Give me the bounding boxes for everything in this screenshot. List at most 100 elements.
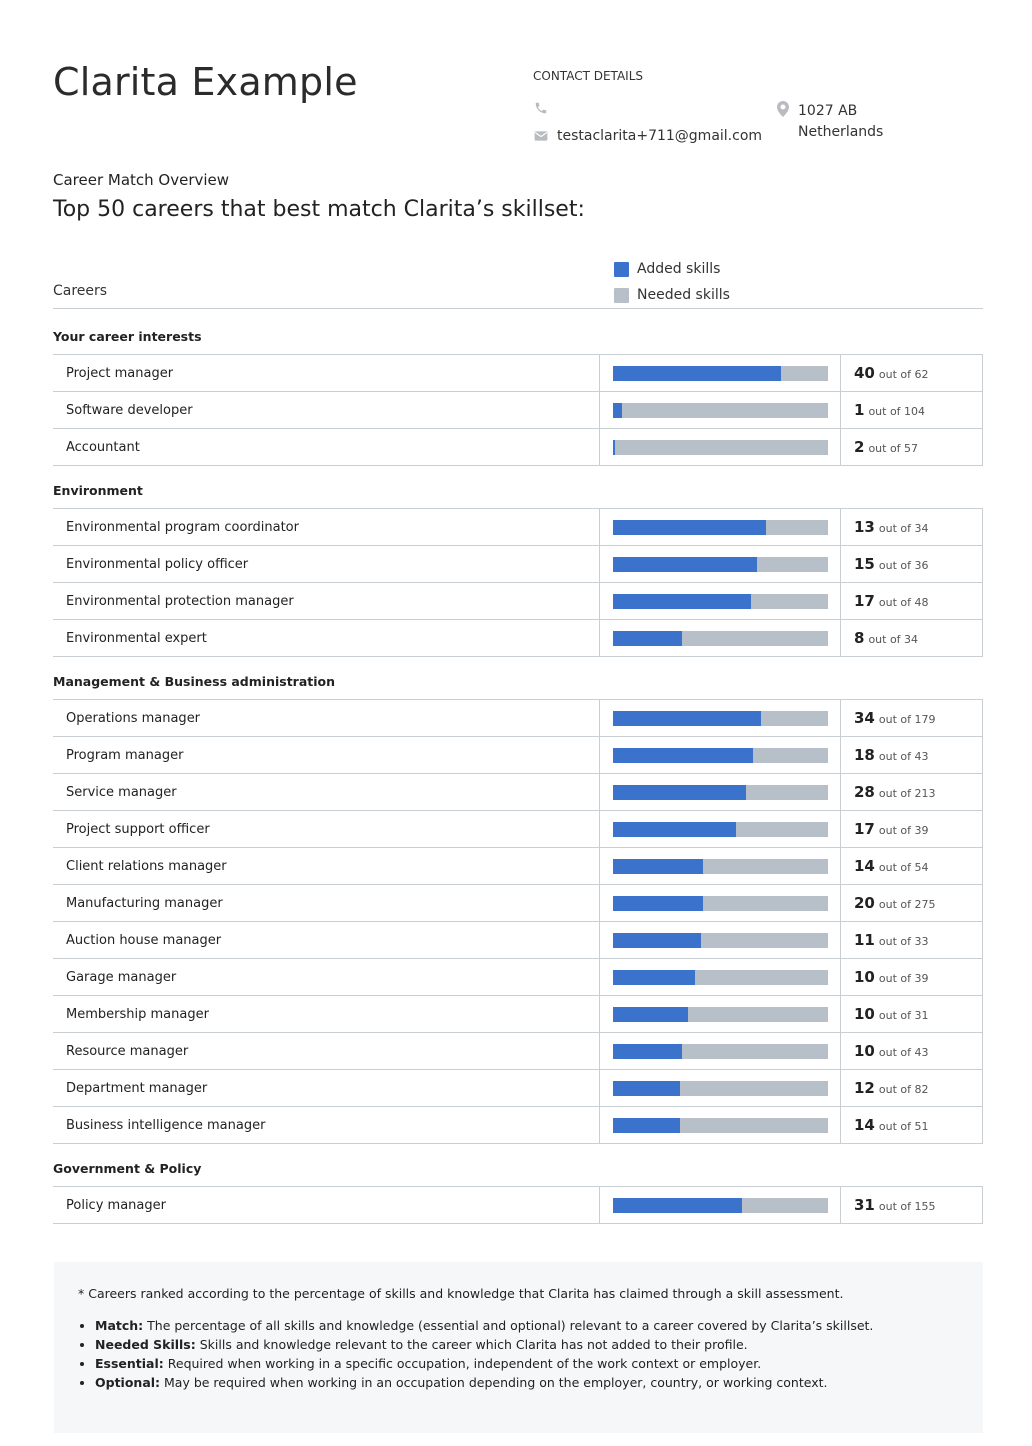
score-cell: 1 out of 104	[841, 392, 983, 428]
note-item: Needed Skills: Skills and knowledge rele…	[95, 1335, 959, 1354]
out-of-total: out of 275	[878, 898, 936, 911]
career-row: Environmental protection manager 17 out of…	[53, 583, 983, 620]
match-bar-fill	[613, 439, 616, 455]
out-of-total: out of 155	[878, 1200, 936, 1213]
out-of-total: out of 57	[868, 442, 919, 455]
career-name: Auction house manager	[66, 932, 222, 948]
career-row: Department manager 12 out of 82	[53, 1070, 983, 1107]
out-of-total: out of 104	[868, 405, 926, 418]
score-cell: 15 out of 36	[841, 546, 983, 582]
note-text: Required when working in a specific occu…	[163, 1356, 762, 1371]
match-bar-fill	[613, 895, 704, 911]
career-row: Business intelligence manager 14 out of 51	[53, 1107, 983, 1144]
match-bar	[613, 1117, 828, 1133]
out-of-total: out of 43	[878, 1046, 929, 1059]
career-row: Accountant 2 out of 57	[53, 429, 983, 466]
score-cell: 10 out of 43	[841, 1033, 983, 1069]
match-bar	[613, 821, 828, 837]
out-of-total: out of 33	[878, 935, 929, 948]
career-name: Environmental protection manager	[66, 593, 294, 609]
match-bar-fill	[613, 630, 682, 646]
legend-swatch-needed	[614, 287, 629, 303]
overview-subtitle: Career Match Overview	[53, 171, 230, 189]
match-bar-cell	[599, 392, 841, 428]
notes-box: * Careers ranked according to the percen…	[54, 1262, 983, 1433]
added-count: 31	[854, 1196, 875, 1214]
match-bar-fill	[613, 969, 695, 985]
added-count: 10	[854, 968, 875, 986]
career-name: Program manager	[66, 747, 184, 763]
out-of-total: out of 62	[878, 368, 929, 381]
match-bar-cell	[599, 848, 841, 884]
career-row: Auction house manager 11 out of 33	[53, 922, 983, 959]
match-bar-fill	[613, 784, 747, 800]
legend-label-added: Added skills	[637, 261, 721, 277]
out-of-total: out of 34	[868, 633, 919, 646]
added-count: 14	[854, 1116, 875, 1134]
match-bar-cell	[599, 620, 841, 656]
score-cell: 10 out of 31	[841, 996, 983, 1032]
match-bar-fill	[613, 556, 758, 572]
score-cell: 11 out of 33	[841, 922, 983, 958]
added-count: 18	[854, 746, 875, 764]
added-count: 17	[854, 820, 875, 838]
match-bar	[613, 439, 828, 455]
match-bar	[613, 630, 828, 646]
match-bar-cell	[599, 700, 841, 736]
candidate-name: Clarita Example	[53, 60, 358, 104]
career-row: Environmental program coordinator 13 out o…	[53, 509, 983, 546]
match-bar	[613, 932, 828, 948]
out-of-total: out of 43	[878, 750, 929, 763]
match-bar-cell	[599, 509, 841, 545]
career-row: Garage manager 10 out of 39	[53, 959, 983, 996]
career-name: Department manager	[66, 1080, 208, 1096]
career-row: Software developer 1 out of 104	[53, 392, 983, 429]
legend-item-needed: Needed skills	[614, 282, 730, 308]
career-row: Manufacturing manager 20 out of 275	[53, 885, 983, 922]
legend-swatch-added	[614, 261, 629, 277]
career-row: Environmental expert 8 out of 34	[53, 620, 983, 657]
career-name: Environmental program coordinator	[66, 519, 299, 535]
address-block: 1027 AB Netherlands	[777, 101, 883, 143]
career-row: Service manager 28 out of 213	[53, 774, 983, 811]
note-term: Match:	[95, 1318, 144, 1333]
added-count: 20	[854, 894, 875, 912]
out-of-total: out of 82	[878, 1083, 929, 1096]
match-bar-cell	[599, 885, 841, 921]
contact-details-title: CONTACT DETAILS	[533, 69, 643, 83]
career-name: Policy manager	[66, 1197, 166, 1213]
score-cell: 14 out of 51	[841, 1107, 983, 1143]
career-name: Accountant	[66, 439, 140, 455]
location-pin-icon	[777, 101, 791, 143]
overview-headline: Top 50 careers that best match Clarita’s…	[53, 197, 585, 222]
career-name: Environmental policy officer	[66, 556, 249, 572]
score-cell: 8 out of 34	[841, 620, 983, 656]
score-cell: 13 out of 34	[841, 509, 983, 545]
out-of-total: out of 179	[878, 713, 936, 726]
match-bar-fill	[613, 402, 622, 418]
match-bar-cell	[599, 774, 841, 810]
legend-label-needed: Needed skills	[637, 287, 730, 303]
career-row: Membership manager 10 out of 31	[53, 996, 983, 1033]
score-cell: 31 out of 155	[841, 1187, 983, 1223]
note-text: The percentage of all skills and knowled…	[143, 1318, 874, 1333]
match-bar-fill	[613, 821, 736, 837]
match-bar-fill	[613, 593, 751, 609]
score-cell: 10 out of 39	[841, 959, 983, 995]
career-name: Client relations manager	[66, 858, 227, 874]
out-of-total: out of 51	[878, 1120, 929, 1133]
notes-list: Match: The percentage of all skills and …	[78, 1316, 959, 1392]
legend: Added skills Needed skills	[614, 256, 730, 308]
added-count: 28	[854, 783, 875, 801]
career-name: Service manager	[66, 784, 177, 800]
match-bar-cell	[599, 1187, 841, 1223]
mail-icon	[533, 128, 549, 144]
note-item: Essential: Required when working in a sp…	[95, 1354, 959, 1373]
career-table: Operations manager 34 out of 179 Program ma…	[53, 699, 983, 1144]
note-item: Optional: May be required when working i…	[95, 1373, 959, 1392]
added-count: 40	[854, 364, 875, 382]
match-bar	[613, 747, 828, 763]
match-bar-fill	[613, 1006, 689, 1022]
match-bar	[613, 895, 828, 911]
out-of-total: out of 213	[878, 787, 936, 800]
